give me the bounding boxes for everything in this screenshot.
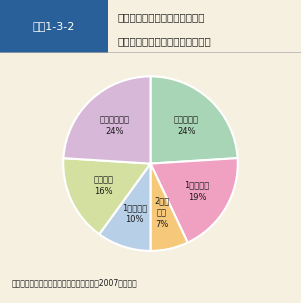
- Wedge shape: [150, 76, 237, 164]
- Text: 1か月以内
10%: 1か月以内 10%: [122, 203, 147, 224]
- Wedge shape: [99, 164, 150, 251]
- Bar: [0, 0, 108, 53]
- Text: 廃棄された手付かず食品の賞味: 廃棄された手付かず食品の賞味: [117, 12, 205, 22]
- Wedge shape: [64, 76, 150, 164]
- Text: 図表1-3-2: 図表1-3-2: [33, 22, 75, 32]
- Wedge shape: [150, 164, 188, 251]
- Text: 2週間
以内
7%: 2週間 以内 7%: [154, 197, 169, 229]
- Text: （備考）　京都市「家庭ごみ組成調査」（2007年度）。: （備考） 京都市「家庭ごみ組成調査」（2007年度）。: [12, 278, 138, 288]
- Wedge shape: [150, 158, 238, 243]
- Text: 1週間以内
19%: 1週間以内 19%: [185, 181, 210, 201]
- Wedge shape: [63, 158, 150, 234]
- Text: 期限の内訳（京都市の調査結果）: 期限の内訳（京都市の調査結果）: [117, 36, 211, 46]
- Text: 半年以内
16%: 半年以内 16%: [93, 175, 113, 196]
- Text: 賞味期限前
24%: 賞味期限前 24%: [174, 115, 199, 136]
- Text: 半年を超える
24%: 半年を超える 24%: [100, 115, 130, 136]
